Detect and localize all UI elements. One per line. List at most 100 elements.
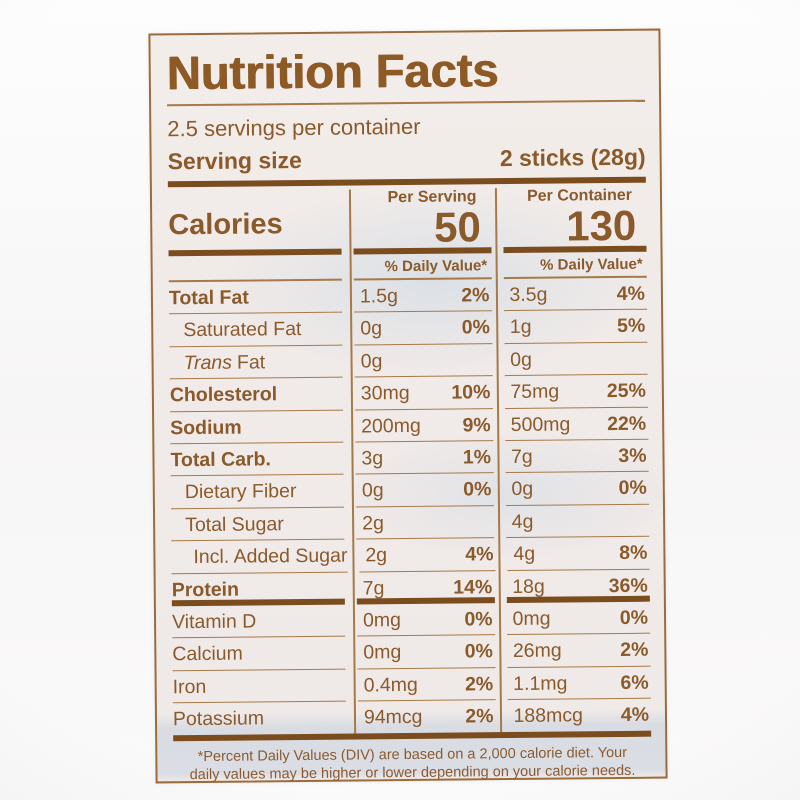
footnote-line-2: daily values may be higher or lower depe… — [189, 763, 636, 784]
nutrient-name: Iron — [172, 669, 346, 704]
per-container-calories-value: 130 — [565, 201, 637, 250]
nutrient-name: Calcium — [172, 636, 346, 671]
nutrient-row-potassium: Potassium 94mcg 2% 188mcg 4% — [173, 699, 651, 736]
amount: 200mg — [361, 414, 421, 438]
per-serving-values: 0g 0% — [354, 311, 493, 346]
amount: 1.5g — [359, 285, 398, 308]
nutrient-row-total-carb: Total Carb. 3g 1% 7g 3% — [170, 439, 649, 477]
daily-value: 1% — [462, 446, 492, 469]
amount: 75mg — [510, 380, 560, 404]
amount: 0mg — [363, 641, 402, 664]
nutrient-name: Cholesterol — [169, 377, 343, 412]
nutrient-name: Incl. Added Sugar — [171, 539, 348, 574]
nutrient-row-iron: Iron 0.4mg 2% 1.1mg 6% — [172, 666, 651, 704]
daily-value: 5% — [616, 315, 646, 338]
daily-value-header-spacer — [168, 254, 342, 283]
nutrient-row-trans-fat: Trans Fat 0g 0g — [169, 342, 648, 380]
per-container-values: 0g — [504, 342, 648, 377]
serving-size-label: Serving size — [167, 147, 302, 175]
daily-value: 0% — [619, 606, 649, 629]
per-serving-values: 0.4mg 2% — [357, 667, 496, 702]
amount: 18g — [512, 575, 545, 598]
per-container-values: 1.1mg 6% — [507, 666, 651, 701]
daily-value: 14% — [453, 575, 493, 599]
per-serving-values: 2g 4% — [359, 538, 496, 572]
per-serving-values: 0mg 0% — [356, 603, 495, 637]
nutrient-name: Total Carb. — [170, 442, 344, 477]
amount: 3.5g — [509, 283, 548, 307]
per-container-values: 0g 0% — [505, 472, 649, 506]
daily-value — [490, 344, 492, 375]
per-serving-values: 1.5g 2% — [353, 279, 492, 313]
nutrient-row-calcium: Calcium 0mg 0% 26mg 2% — [172, 633, 651, 671]
nutrient-row-dietary-fiber: Dietary Fiber 0g 0% 0g 0% — [170, 472, 649, 510]
amount: 7g — [510, 445, 533, 468]
per-container-values: 3.5g 4% — [503, 277, 648, 312]
per-container-values: 4g 8% — [507, 536, 650, 571]
per-container-daily-value-header: % Daily Value* — [503, 251, 647, 280]
nutrient-row-cholesterol: Cholesterol 30mg 10% 75mg 25% — [169, 374, 649, 412]
amount: 0.4mg — [363, 673, 418, 697]
amount: 2g — [365, 544, 388, 567]
amount: 4g — [513, 542, 536, 566]
nutrient-name: Vitamin D — [171, 604, 346, 639]
nutrient-name: Potassium — [172, 707, 265, 731]
calories-cell: Calories — [168, 189, 342, 257]
per-serving-daily-value-header: % Daily Value* — [353, 253, 492, 281]
per-serving-values: 0mg 0% — [357, 635, 496, 670]
daily-value: 10% — [451, 381, 491, 404]
nutrient-row-total-sugar: Total Sugar 2g 4g — [170, 504, 650, 542]
nutrient-name: Sodium — [170, 410, 344, 445]
nutrient-row-sodium: Sodium 200mg 9% 500mg 22% — [170, 407, 649, 445]
daily-value: 2% — [461, 284, 490, 307]
nutrient-name: Dietary Fiber — [170, 474, 345, 510]
amount: 188mcg — [513, 704, 583, 728]
amount: 7g — [362, 576, 385, 599]
amount: 1.1mg — [513, 672, 568, 695]
daily-value: 22% — [607, 412, 647, 435]
per-container-values: 4g — [505, 504, 650, 539]
daily-value: 25% — [606, 379, 646, 403]
nutrient-name: Protein — [171, 572, 345, 607]
per-container-values: 188mcg 4% — [507, 699, 651, 733]
servings-per-container: 2.5 servings per container — [167, 113, 421, 142]
per-container-values: 75mg 25% — [504, 374, 649, 409]
amount: 0g — [360, 317, 383, 340]
per-container-values: 1g 5% — [503, 310, 648, 344]
calories-label: Calories — [168, 208, 283, 242]
per-serving-values: 0g 0% — [355, 473, 494, 508]
nutrient-name: Trans Fat — [169, 345, 343, 380]
daily-value — [647, 504, 649, 535]
daily-value: 0% — [464, 640, 493, 663]
daily-value: 4% — [620, 703, 650, 727]
daily-value: 0% — [618, 477, 647, 500]
per-serving-calories-value: 50 — [433, 203, 482, 251]
calories-row: Calories Per Serving 50 Per Container 13… — [168, 183, 647, 257]
nutrient-name: Total Fat — [168, 280, 343, 315]
title-rule — [167, 99, 646, 107]
daily-value: 8% — [619, 541, 648, 565]
nutrient-name: Saturated Fat — [169, 313, 343, 348]
amount: 26mg — [512, 639, 562, 663]
amount: 0g — [511, 478, 534, 501]
daily-value: 9% — [462, 413, 491, 437]
amount: 0mg — [512, 607, 551, 630]
daily-value: 6% — [620, 671, 649, 694]
amount: 3g — [361, 447, 384, 470]
per-serving-values: 94mcg 2% — [358, 700, 496, 734]
nutrition-facts-label: Nutrition Facts 2.5 servings per contain… — [148, 28, 668, 785]
per-serving-values: 30mg 10% — [354, 376, 493, 411]
per-serving-calories-cell: Per Serving 50 — [353, 187, 492, 255]
amount: 4g — [511, 510, 534, 533]
per-container-values: 500mg 22% — [504, 407, 649, 442]
amount: 0g — [510, 348, 532, 371]
daily-value: 0% — [461, 316, 490, 339]
label-title: Nutrition Facts — [166, 43, 499, 100]
daily-value: 0% — [464, 608, 493, 631]
daily-value: 2% — [465, 705, 494, 728]
nutrient-row-total-fat: Total Fat 1.5g 2% 3.5g 4% — [168, 277, 648, 315]
daily-value: 4% — [465, 543, 494, 566]
daily-value-footnote: *Percent Daily Values (DIV) are based on… — [173, 744, 651, 785]
daily-value: 2% — [620, 639, 649, 662]
per-serving-values: 3g 1% — [355, 441, 494, 475]
